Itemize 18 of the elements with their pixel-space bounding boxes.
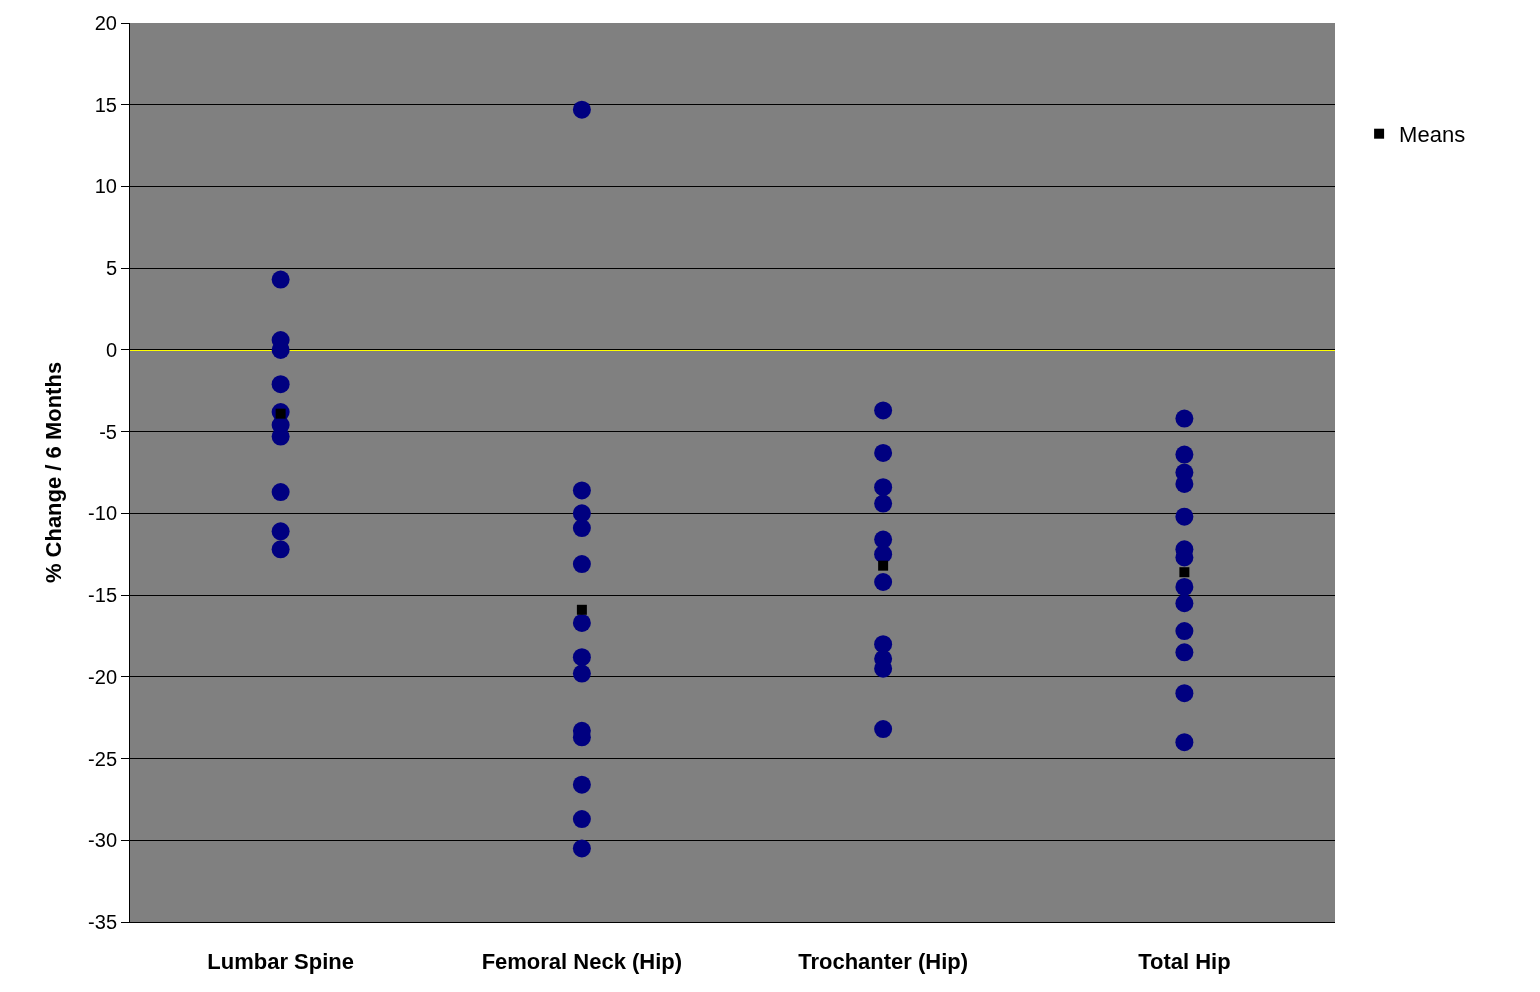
y-tick-label: 15 bbox=[94, 93, 117, 116]
y-tick-label: 10 bbox=[94, 175, 117, 198]
x-tick-label: Total Hip bbox=[1138, 949, 1231, 975]
x-tick-label: Lumbar Spine bbox=[207, 949, 354, 975]
y-tick-label: -5 bbox=[99, 420, 117, 443]
x-tick-label: Femoral Neck (Hip) bbox=[481, 949, 683, 975]
y-axis-title: % Change / 6 Months bbox=[40, 361, 66, 584]
y-tick-label: -10 bbox=[88, 502, 117, 525]
y-tick-label: 5 bbox=[105, 257, 117, 280]
y-tick-label: -15 bbox=[88, 584, 117, 607]
x-tick-label: Trochanter (Hip) bbox=[798, 949, 969, 975]
y-tick-label: -35 bbox=[88, 911, 117, 933]
y-tick-label: 20 bbox=[94, 12, 117, 34]
legend-label: Means bbox=[1399, 122, 1466, 148]
y-tick-label: 0 bbox=[105, 338, 117, 361]
y-tick-label: -20 bbox=[88, 665, 117, 688]
y-tick-label: -25 bbox=[88, 747, 117, 770]
y-tick-label: -30 bbox=[88, 829, 117, 852]
